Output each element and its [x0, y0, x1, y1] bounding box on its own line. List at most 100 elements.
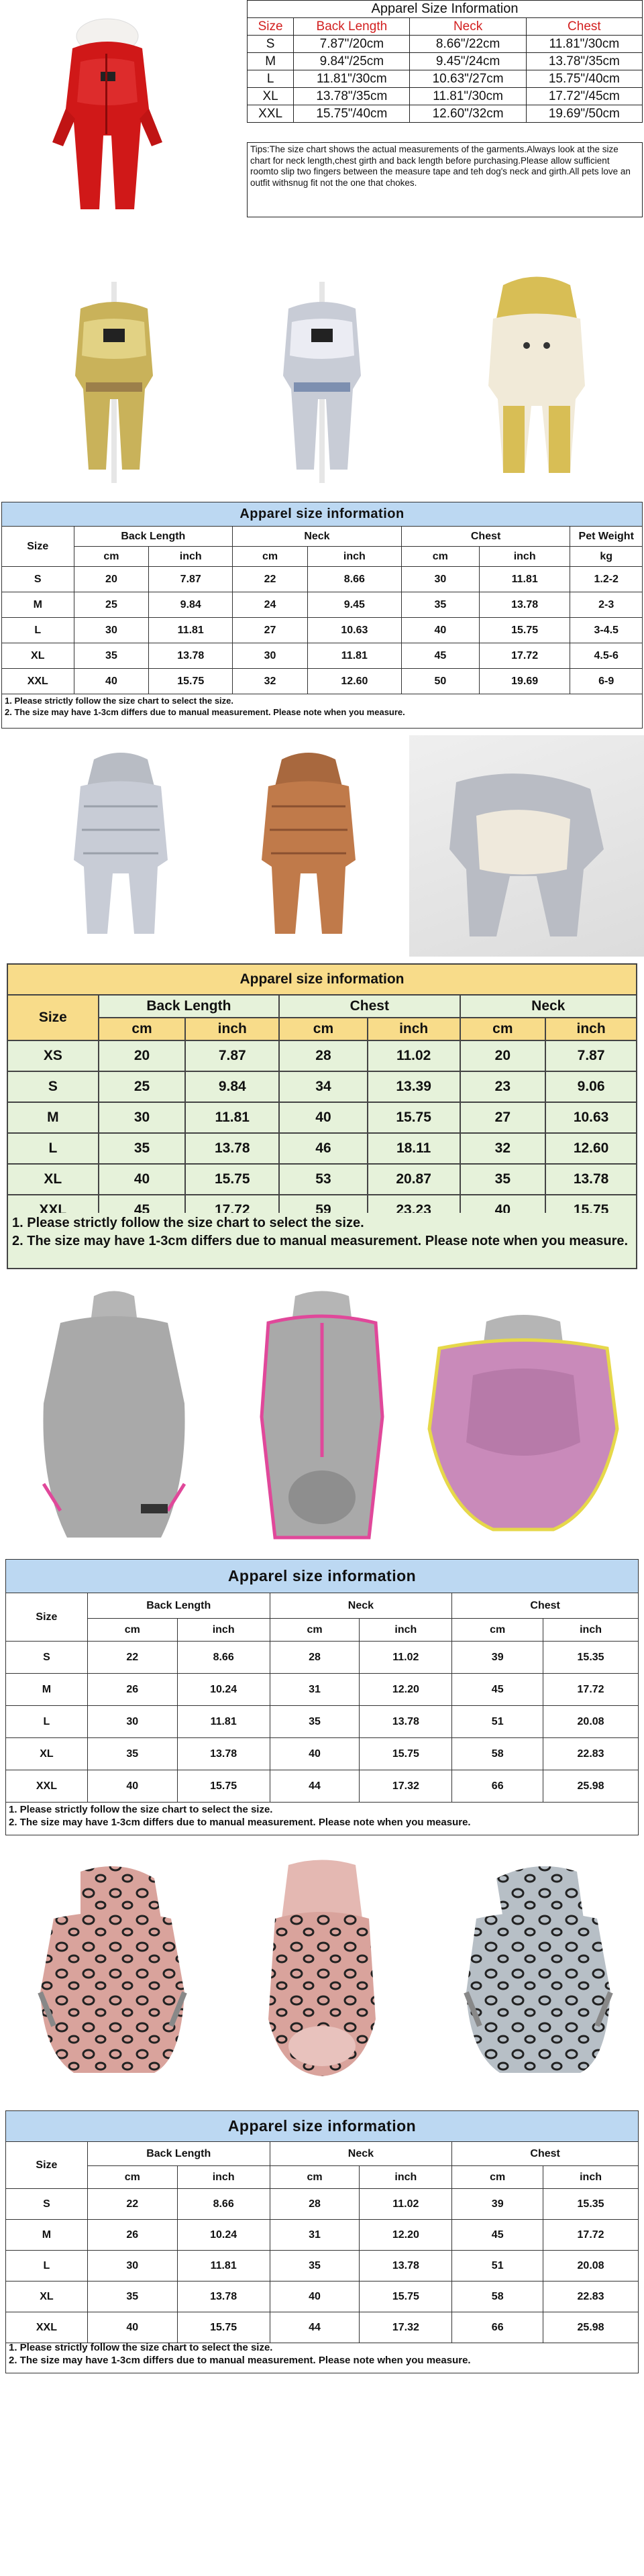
- table-cell: 13.78: [359, 2250, 453, 2282]
- table-cell: 22: [87, 2188, 178, 2220]
- note-line: 1. Please strictly follow the size chart…: [9, 1804, 273, 1815]
- header-cell: Neck: [409, 17, 527, 36]
- size-cell: S: [7, 1071, 99, 1103]
- table-title: Apparel size information: [5, 2110, 639, 2142]
- table-cell: 15.75: [366, 1102, 461, 1134]
- table-notes: 1. Please strictly follow the size chart…: [5, 2340, 639, 2373]
- size-cell: XXL: [1, 668, 74, 694]
- table-cell: 13.78: [184, 1132, 280, 1165]
- table-cell: 11.81: [307, 643, 402, 669]
- table-cell: 13.78: [359, 1705, 453, 1738]
- table-cell: 11.81: [176, 2250, 270, 2282]
- table-title: Apparel Size Information: [247, 0, 643, 18]
- cream-gold-jacket-image: [488, 276, 585, 473]
- table-notes: 1. Please strictly follow the size chart…: [7, 1213, 637, 1269]
- table-cell: 19.69: [478, 668, 571, 694]
- unit-header: cm: [232, 546, 308, 567]
- table-cell: 50: [400, 668, 480, 694]
- table-row: XL 40 15.75 53 20.87 35 13.78: [7, 1163, 637, 1195]
- table-cell: 10.63: [545, 1102, 637, 1134]
- table-cell: 35: [87, 2281, 178, 2312]
- table-cell: 10.63"/27cm: [409, 70, 527, 88]
- table-cell: 40: [73, 668, 150, 694]
- table-cell: 35: [400, 592, 480, 618]
- size-cell: M: [5, 2219, 88, 2251]
- table-cell: 22.83: [543, 1737, 639, 1770]
- size-cell: L: [7, 1132, 99, 1165]
- group-header: Back Length: [73, 526, 233, 547]
- note-line: 1. Please strictly follow the size chart…: [12, 1216, 364, 1230]
- silver-puffer-image: [74, 753, 168, 934]
- table-cell: 28: [269, 1641, 360, 1674]
- table-cell: 30: [87, 2250, 178, 2282]
- table-cell: 35: [97, 1132, 186, 1165]
- table-cell: 8.66"/22cm: [409, 35, 527, 53]
- size-cell: M: [1, 592, 74, 618]
- unit-header: inch: [359, 2165, 453, 2189]
- table-cell: 8.66: [176, 1641, 270, 1674]
- table-cell: 15.75: [176, 2312, 270, 2343]
- table-row: XL 35 13.78 40 15.75 58 22.83: [5, 2281, 639, 2312]
- table-cell: 20: [459, 1040, 547, 1072]
- group-header: Back Length: [87, 2141, 270, 2166]
- size-cell: XXL: [5, 2312, 88, 2343]
- size-cell: L: [5, 1705, 88, 1738]
- table-cell: 31: [269, 2219, 360, 2251]
- table-row: L 30 11.81 27 10.63 40 15.75 3-4.5: [1, 617, 643, 643]
- table-cell: 17.72: [543, 2219, 639, 2251]
- unit-header: inch: [176, 1618, 270, 1642]
- unit-header: inch: [148, 546, 233, 567]
- table-cell: 15.75"/40cm: [525, 70, 643, 88]
- table-cell: 13.78"/35cm: [525, 52, 643, 70]
- table-cell: 9.84: [148, 592, 233, 618]
- size-cell: M: [7, 1102, 99, 1134]
- table-cell: 44: [269, 2312, 360, 2343]
- size-cell: L: [5, 2250, 88, 2282]
- table-cell: 17.72: [543, 1673, 639, 1706]
- table-cell: 3-4.5: [570, 617, 643, 643]
- size-cell: M: [5, 1673, 88, 1706]
- table-row: XXL 40 15.75 32 12.60 50 19.69 6-9: [1, 668, 643, 694]
- table-cell: 13.78: [176, 2281, 270, 2312]
- table-cell: 27: [232, 617, 308, 643]
- table-cell: 35: [87, 1737, 178, 1770]
- table-title: Apparel size information: [1, 502, 643, 527]
- size-cell: XL: [5, 2281, 88, 2312]
- note-line: 2. The size may have 1-3cm differs due t…: [12, 1234, 629, 1248]
- group-header: Pet Weight: [570, 526, 643, 547]
- silver-jacket-image: [283, 282, 361, 483]
- table-cell: 11.81"/30cm: [293, 70, 411, 88]
- table-cell: 44: [269, 1770, 360, 1803]
- table-cell: 9.84"/25cm: [293, 52, 411, 70]
- unit-header: cm: [451, 1618, 544, 1642]
- tips-text: Tips:The size chart shows the actual mea…: [247, 142, 643, 217]
- table-cell: 12.60: [307, 668, 402, 694]
- table-cell: 1.2-2: [570, 566, 643, 592]
- table-cell: 15.35: [543, 2188, 639, 2220]
- table-cell: 30: [97, 1102, 186, 1134]
- table-cell: 45: [451, 2219, 544, 2251]
- size-cell: XXL: [246, 105, 294, 123]
- gold-jacket-image: [75, 282, 153, 483]
- table-cell: 7.87"/20cm: [293, 35, 411, 53]
- table-cell: 28: [278, 1040, 368, 1072]
- group-header: Back Length: [87, 1593, 270, 1619]
- unit-header: cm: [269, 1618, 360, 1642]
- table-row: XXL 15.75"/40cm 12.60"/32cm 19.69"/50cm: [246, 105, 643, 123]
- table-cell: 40: [87, 2312, 178, 2343]
- table-cell: 40: [269, 1737, 360, 1770]
- table-cell: 32: [232, 668, 308, 694]
- header-cell: Back Length: [293, 17, 411, 36]
- table-notes: 1. Please strictly follow the size chart…: [5, 1802, 639, 1835]
- table-cell: 15.75: [176, 1770, 270, 1803]
- table-cell: 35: [269, 1705, 360, 1738]
- table-cell: 11.02: [359, 2188, 453, 2220]
- unit-header: inch: [543, 1618, 639, 1642]
- size-cell: S: [1, 566, 74, 592]
- table-cell: 15.35: [543, 1641, 639, 1674]
- size-info-table-3: Apparel size information Size Back Lengt…: [7, 963, 638, 1226]
- table-row: L 11.81"/30cm 10.63"/27cm 15.75"/40cm: [246, 70, 643, 88]
- table-cell: 66: [451, 1770, 544, 1803]
- size-info-table-2: Apparel size information Size Back Lengt…: [1, 502, 643, 694]
- size-cell: S: [246, 35, 294, 53]
